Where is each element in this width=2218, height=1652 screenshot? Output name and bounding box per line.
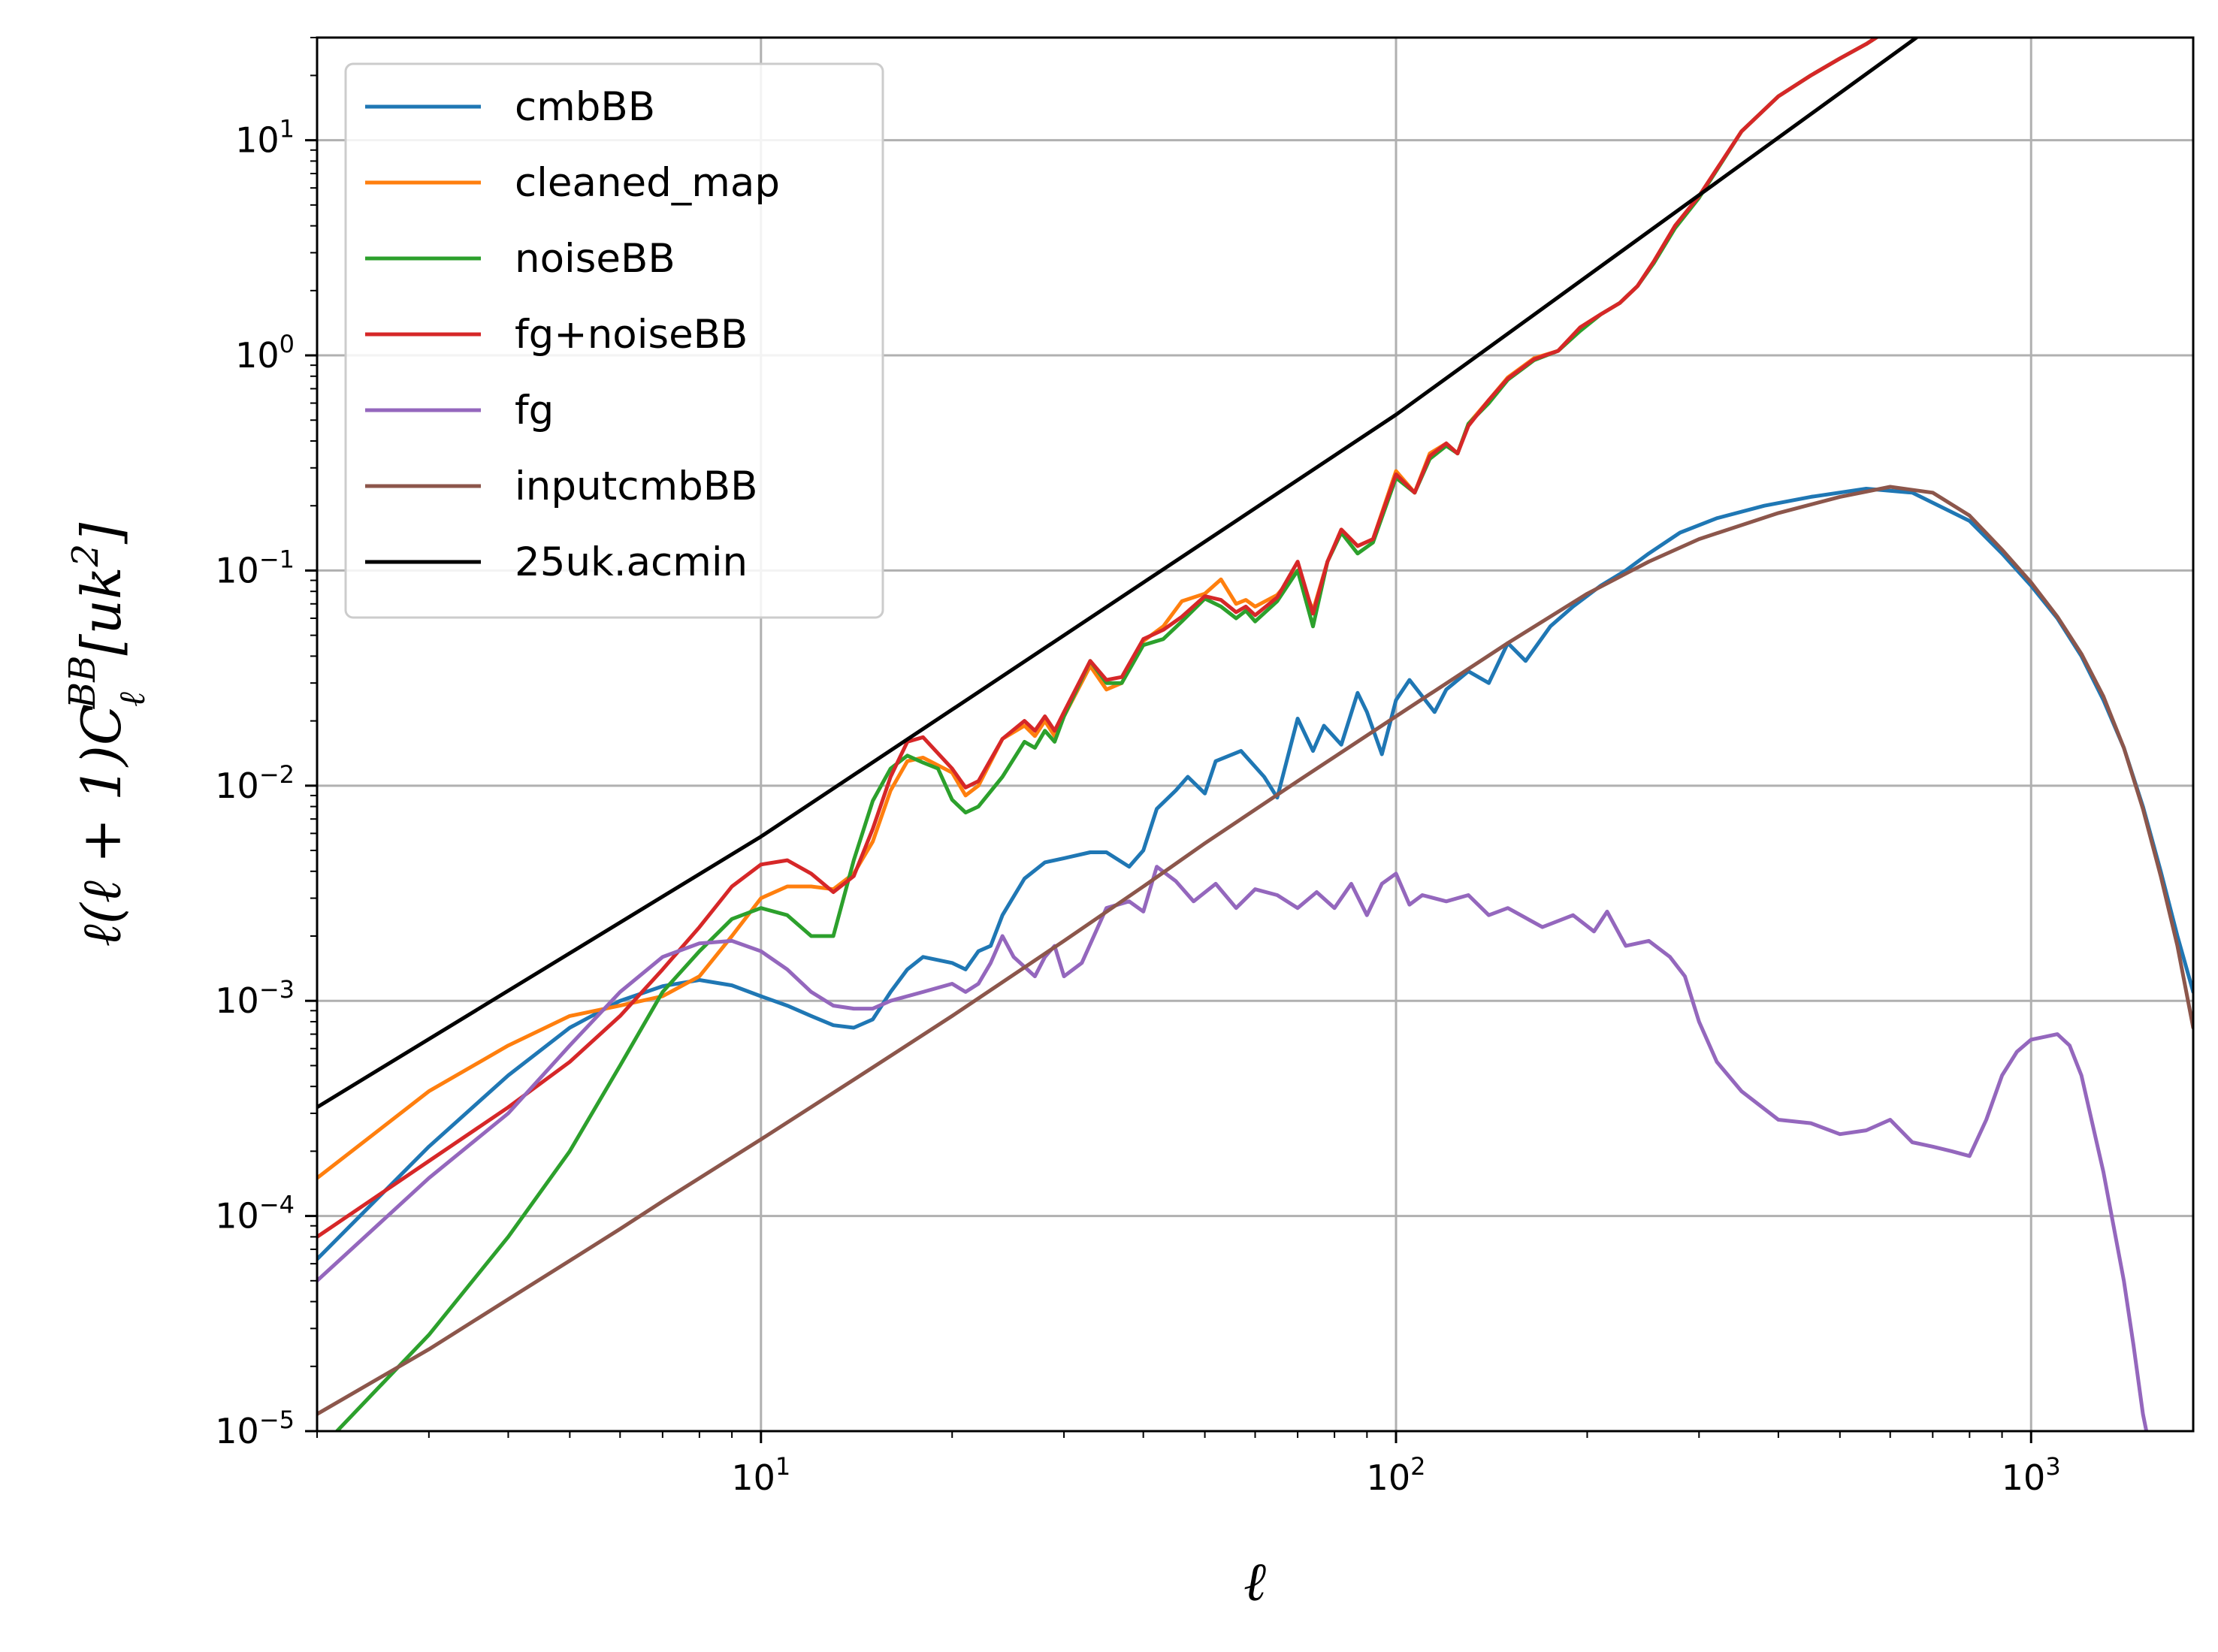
legend-label: 25uk.acmin — [515, 539, 748, 585]
x-axis-label: ℓ — [1243, 1550, 1266, 1613]
series-line-fg — [317, 865, 2149, 1431]
series-line-fg-noiseBB — [317, 38, 1880, 1239]
legend-label: cleaned_map — [515, 160, 780, 206]
y-tick-label: 10−3 — [215, 975, 295, 1021]
y-tick-label: 10−4 — [215, 1191, 295, 1237]
y-tick-label: 10−1 — [215, 545, 295, 590]
x-tick-label: 103 — [2002, 1452, 2061, 1498]
legend-frame — [344, 62, 884, 619]
y-tick-label: 10−5 — [215, 1406, 295, 1451]
series-line-inputcmbBB — [317, 485, 2193, 1416]
series-line-cmbBB — [317, 487, 2193, 1261]
legend-label: fg — [515, 388, 554, 433]
series-line-25uk-acmin — [317, 38, 1919, 1110]
x-tick-label: 102 — [1367, 1452, 1426, 1498]
axis-ticks: 101 102 103 10−5 10−4 10−3 10−2 10−1 100 101 — [215, 37, 2061, 1498]
y-tick-label: 100 — [235, 330, 295, 376]
legend-label: inputcmbBB — [515, 464, 757, 509]
y-tick-label: 101 — [235, 115, 295, 161]
legend-label: noiseBB — [515, 236, 675, 282]
y-axis-label: ℓ(ℓ + 1)CℓBB[uk2] — [62, 522, 153, 947]
y-tick-label: 10−2 — [215, 760, 295, 806]
legend-label: cmbBB — [515, 84, 655, 130]
series-lines — [317, 38, 2193, 1431]
x-tick-label: 101 — [731, 1452, 790, 1498]
legend-label: fg+noiseBB — [515, 312, 748, 358]
legend: cmbBB cleaned_map noiseBB fg+noiseBB fg input… — [344, 62, 884, 619]
